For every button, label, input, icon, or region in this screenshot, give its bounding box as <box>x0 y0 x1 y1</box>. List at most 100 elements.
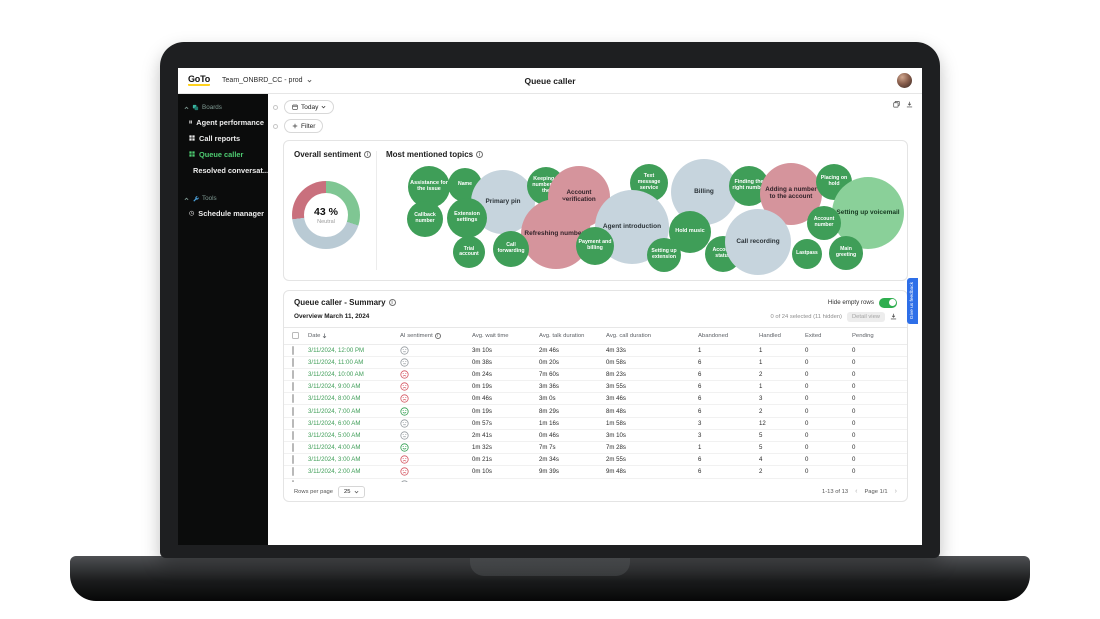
date-link[interactable]: 3/11/2024, 12:00 PM <box>308 346 365 354</box>
sidebar-item-agent-performance[interactable]: Agent performance <box>178 114 268 130</box>
sentiment-neutral-icon <box>401 480 408 482</box>
abandoned-cell: 3 <box>698 431 702 439</box>
row-checkbox[interactable] <box>292 430 294 440</box>
sidebar-section-tools[interactable]: Tools <box>178 192 268 205</box>
laptop-base <box>70 556 1030 601</box>
table-row[interactable]: 3/11/2024, 4:00 AM 1m 32s 7m 7s 7m 28s 1 5 0 0 <box>284 442 907 455</box>
date-link[interactable]: 3/11/2024, 2:00 AM <box>308 468 361 476</box>
row-checkbox[interactable] <box>292 345 294 355</box>
abandoned-cell: 6 <box>698 383 702 391</box>
sort-desc-icon[interactable] <box>322 333 327 339</box>
date-link[interactable]: 3/11/2024, 9:00 AM <box>308 383 361 391</box>
avg-talk-cell: 3m 36s <box>539 383 559 391</box>
topic-bubble[interactable]: Lastpass <box>792 239 822 269</box>
row-checkbox[interactable] <box>292 394 294 404</box>
topic-bubble[interactable]: Call recording <box>725 209 791 275</box>
row-checkbox[interactable] <box>292 369 294 379</box>
chevron-up-icon <box>184 197 189 200</box>
topic-bubble[interactable]: Account number <box>807 206 841 240</box>
table-row[interactable] <box>284 479 907 482</box>
row-checkbox[interactable] <box>292 357 294 367</box>
info-icon[interactable]: i <box>476 151 484 158</box>
topic-bubble[interactable]: Extension settings <box>447 198 487 238</box>
date-link[interactable]: 3/11/2024, 5:00 AM <box>308 431 361 439</box>
topic-bubble[interactable]: Call forwarding <box>493 231 529 267</box>
previous-page-icon[interactable]: ‹ <box>855 488 858 495</box>
table-row[interactable]: 3/11/2024, 3:00 AM 0m 21s 2m 34s 2m 55s 6 4 0… <box>284 454 907 467</box>
topic-bubble-label: Call recording <box>736 237 780 245</box>
table-row[interactable]: 3/11/2024, 2:00 AM 0m 10s 9m 39s 9m 48s 6 2 0… <box>284 466 907 479</box>
topic-bubble[interactable]: Payment and billing <box>576 227 614 265</box>
select-all-checkbox[interactable] <box>292 332 299 339</box>
visibility-dot-icon[interactable] <box>273 123 278 129</box>
row-checkbox[interactable] <box>292 406 294 416</box>
table-row[interactable]: 3/11/2024, 6:00 AM 0m 57s 1m 16s 1m 58s 3 12… <box>284 418 907 430</box>
sentiment-neutral-icon <box>400 358 409 367</box>
workspace-switcher[interactable]: Team_ONBRD_CC - prod <box>222 77 312 84</box>
info-icon[interactable]: i <box>388 299 396 307</box>
sidebar-item-resolved-conversations[interactable]: Resolved conversat... <box>178 162 269 178</box>
column-header[interactable]: Avg. talk duration <box>539 332 585 339</box>
handled-cell: 5 <box>759 431 763 439</box>
date-range-chip[interactable]: Today <box>284 100 335 114</box>
next-page-icon[interactable]: › <box>894 488 897 495</box>
copy-view-icon[interactable] <box>893 101 900 108</box>
column-header[interactable]: Pending <box>852 332 874 339</box>
export-download-icon[interactable] <box>890 313 897 320</box>
date-link[interactable]: 3/11/2024, 4:00 AM <box>308 444 361 452</box>
date-link[interactable]: 3/11/2024, 8:00 AM <box>308 395 361 403</box>
info-icon[interactable]: i <box>434 332 441 339</box>
table-row[interactable]: 3/11/2024, 11:00 AM 0m 38s 0m 20s 0m 58s 6 1… <box>284 357 907 369</box>
rows-per-page-select[interactable]: 25 <box>338 485 366 498</box>
avg-call-cell: 4m 33s <box>606 346 626 354</box>
date-link[interactable]: 3/11/2024, 3:00 AM <box>308 456 361 464</box>
row-checkbox[interactable] <box>292 455 294 465</box>
table-row[interactable]: 3/11/2024, 7:00 AM 0m 19s 8m 29s 8m 48s 6 2 0… <box>284 405 907 418</box>
hide-empty-rows-toggle[interactable] <box>879 298 897 308</box>
exited-cell: 0 <box>805 444 809 452</box>
sidebar-section-boards[interactable]: Boards <box>178 101 268 114</box>
column-header[interactable]: AI sentiment i <box>400 332 472 339</box>
column-header[interactable]: Avg. wait time <box>472 332 509 339</box>
row-checkbox[interactable] <box>292 467 294 477</box>
avg-call-cell: 3m 10s <box>606 431 626 439</box>
column-header[interactable]: Date <box>308 333 400 339</box>
date-link[interactable]: 3/11/2024, 7:00 AM <box>308 407 361 415</box>
download-icon[interactable] <box>906 101 913 108</box>
sidebar-item-schedule-manager[interactable]: Schedule manager <box>178 205 268 221</box>
sidebar-item-queue-caller[interactable]: Queue caller <box>178 146 268 162</box>
topic-bubble[interactable]: Main greeting <box>829 236 863 270</box>
topic-bubble[interactable]: Hold music <box>669 211 711 253</box>
date-link[interactable]: 3/11/2024, 10:00 AM <box>308 370 364 378</box>
row-checkbox[interactable] <box>292 382 294 392</box>
add-filter-chip[interactable]: Filter <box>284 119 324 133</box>
topic-bubble[interactable]: Callback number <box>407 201 443 237</box>
topic-bubble-label: Agent introduction <box>602 223 662 231</box>
column-header[interactable]: Avg. call duration <box>606 332 652 339</box>
column-header[interactable]: Abandoned <box>698 332 729 339</box>
abandoned-cell: 6 <box>698 395 702 403</box>
detail-view-button[interactable]: Detail view <box>846 311 885 322</box>
info-icon[interactable]: i <box>364 151 372 158</box>
table-row[interactable]: 3/11/2024, 12:00 PM 3m 10s 2m 46s 4m 33s 1 1… <box>284 345 907 357</box>
date-link[interactable]: 3/11/2024, 6:00 AM <box>308 419 361 427</box>
topic-bubble[interactable]: Trial account <box>453 236 485 268</box>
user-avatar[interactable] <box>897 73 912 88</box>
sidebar-item-call-reports[interactable]: Call reports <box>178 130 268 146</box>
table-row[interactable]: 3/11/2024, 10:00 AM 0m 24s 7m 60s 8m 23s 6 2… <box>284 369 907 382</box>
sidebar-section-label: Tools <box>202 195 217 202</box>
feedback-tab[interactable]: Give us feedback <box>907 278 918 324</box>
visibility-dot-icon[interactable] <box>273 104 278 110</box>
row-checkbox[interactable] <box>292 418 294 428</box>
table-row[interactable]: 3/11/2024, 9:00 AM 0m 19s 3m 36s 3m 55s 6 1 0… <box>284 381 907 394</box>
column-header[interactable]: Handled <box>759 332 781 339</box>
abandoned-cell: 1 <box>698 346 702 354</box>
table-row[interactable]: 3/11/2024, 5:00 AM 2m 41s 0m 46s 3m 10s 3 5 0… <box>284 430 907 442</box>
table-row[interactable]: 3/11/2024, 8:00 AM 0m 46s 3m 0s 3m 46s 6 3 0 0 <box>284 393 907 406</box>
topic-bubble[interactable]: Assistance for the issue <box>408 166 450 208</box>
abandoned-cell: 3 <box>698 419 702 427</box>
column-header[interactable]: Exited <box>805 332 822 339</box>
row-checkbox[interactable] <box>292 443 294 453</box>
date-link[interactable]: 3/11/2024, 11:00 AM <box>308 358 364 366</box>
topic-bubble[interactable]: Setting up extension <box>647 238 681 272</box>
